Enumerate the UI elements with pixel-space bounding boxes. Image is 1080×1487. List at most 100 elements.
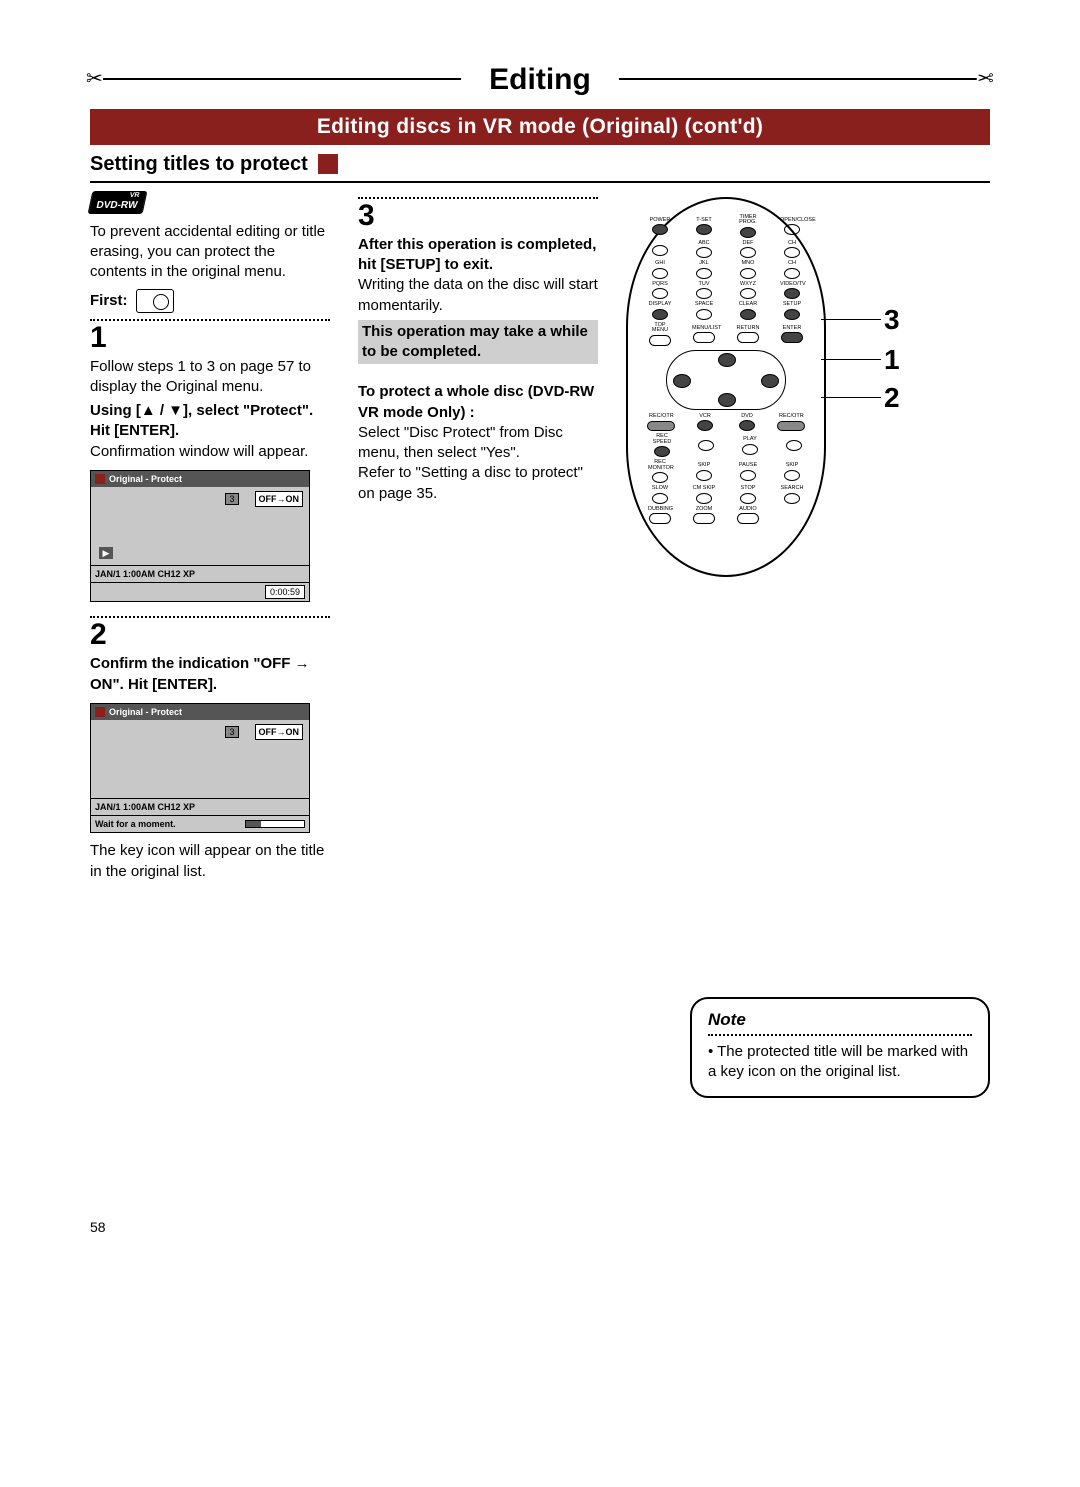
remote-button[interactable]	[740, 493, 756, 504]
step-3-bold-1: After this operation is completed, hit […	[358, 235, 598, 276]
callout-line	[821, 397, 881, 398]
osd-time-row: 0:00:59	[91, 582, 309, 601]
remote-button[interactable]	[647, 421, 675, 431]
remote-button[interactable]	[696, 309, 712, 320]
remote-button[interactable]	[784, 493, 800, 504]
btn-label: JKL	[692, 261, 716, 267]
remote-button[interactable]	[786, 440, 802, 451]
content-columns: VR DVD-RW To prevent accidental editing …	[90, 191, 990, 1098]
btn-label: SLOW	[648, 486, 672, 492]
dvd-rw-badge: VR DVD-RW	[88, 191, 148, 214]
divider-dots	[90, 319, 330, 321]
remote-button[interactable]	[740, 268, 756, 279]
osd-body: 3 OFF→ON	[91, 720, 309, 798]
btn-label: TIMER PROG.	[736, 215, 760, 226]
remote-button[interactable]	[652, 493, 668, 504]
btn-label: RETURN	[736, 326, 760, 332]
remote-button[interactable]	[740, 227, 756, 238]
btn-label: OPEN/CLOSE	[780, 218, 804, 224]
note-body: • The protected title will be marked wit…	[708, 1042, 972, 1083]
step-3-body-1: Writing the data on the disc will start …	[358, 275, 598, 316]
callout-1: 1	[884, 341, 900, 379]
btn-label: ENTER	[780, 326, 804, 332]
scissor-right-icon: ✂	[977, 66, 994, 93]
remote-button[interactable]	[784, 224, 800, 235]
divider-dots	[708, 1034, 972, 1036]
btn-label: SPACE	[692, 302, 716, 308]
btn-label: POWER	[648, 218, 672, 224]
remote-button[interactable]	[696, 247, 712, 258]
btn-label: WXYZ	[736, 282, 760, 288]
remote-button[interactable]	[784, 268, 800, 279]
btn-label: SKIP	[692, 463, 716, 469]
osd-offon: OFF→ON	[255, 491, 304, 507]
step-1-body-1: Follow steps 1 to 3 on page 57 to displa…	[90, 357, 330, 398]
remote-button[interactable]	[784, 247, 800, 258]
btn-label: DEF	[736, 241, 760, 247]
remote-button[interactable]	[696, 224, 712, 235]
remote-button[interactable]	[696, 470, 712, 481]
remote-button[interactable]	[652, 288, 668, 299]
column-2: 3 After this operation is completed, hit…	[358, 191, 598, 1098]
remote-button[interactable]	[696, 493, 712, 504]
remote-button[interactable]	[649, 513, 671, 524]
remote-button[interactable]	[652, 472, 668, 483]
remote-button[interactable]	[698, 440, 714, 451]
btn-label: PQRS	[648, 282, 672, 288]
remote-button[interactable]	[693, 332, 715, 343]
remote-button[interactable]	[740, 247, 756, 258]
remote-button[interactable]	[696, 288, 712, 299]
remote-button[interactable]	[740, 309, 756, 320]
btn-label: SETUP	[780, 302, 804, 308]
remote-button[interactable]	[649, 335, 671, 346]
remote-button[interactable]	[693, 513, 715, 524]
btn-label: DUBBING	[648, 507, 672, 513]
remote-button[interactable]	[652, 309, 668, 320]
remote-button[interactable]	[652, 245, 668, 256]
osd-offon: OFF→ON	[255, 724, 304, 740]
step-3-body-3: Refer to "Setting a disc to protect" on …	[358, 463, 598, 504]
dpad-left[interactable]	[673, 374, 691, 388]
remote-button[interactable]	[652, 224, 668, 235]
osd-title: Original - Protect	[109, 706, 182, 718]
page-title: Editing	[461, 60, 619, 101]
callout-3: 3	[884, 301, 900, 339]
remote-button[interactable]	[740, 288, 756, 299]
remote-button[interactable]	[739, 420, 755, 431]
remote-button[interactable]	[737, 332, 759, 343]
dpad-right[interactable]	[761, 374, 779, 388]
remote-button[interactable]	[781, 332, 803, 343]
dpad-down[interactable]	[718, 393, 736, 407]
btn-label: DISPLAY	[648, 302, 672, 308]
note-box: Note • The protected title will be marke…	[690, 997, 990, 1098]
btn-label: SKIP	[780, 463, 804, 469]
osd-body: 3 OFF→ON ▶	[91, 487, 309, 565]
osd-wait-row: Wait for a moment.	[91, 815, 309, 832]
first-row: First:	[90, 289, 330, 313]
dvd-badge-text: DVD-RW	[95, 199, 138, 210]
remote-button[interactable]	[784, 309, 800, 320]
remote-button[interactable]	[696, 268, 712, 279]
remote-button[interactable]	[652, 268, 668, 279]
osd-thumb-badge: 3	[225, 726, 239, 738]
remote-button[interactable]	[654, 446, 670, 457]
remote-button[interactable]	[784, 470, 800, 481]
scissor-left-icon: ✂	[86, 66, 103, 93]
btn-label: SEARCH	[780, 486, 804, 492]
note-title: Note	[708, 1009, 972, 1032]
remote-button[interactable]	[784, 288, 800, 299]
btn-label: CH	[780, 261, 804, 267]
btn-label: CLEAR	[736, 302, 760, 308]
dpad-up[interactable]	[718, 353, 736, 367]
remote-button[interactable]	[697, 420, 713, 431]
remote-button[interactable]	[777, 421, 805, 431]
remote-button[interactable]	[740, 470, 756, 481]
remote-button[interactable]	[737, 513, 759, 524]
remote-dpad	[666, 350, 786, 410]
first-label: First:	[90, 291, 128, 311]
remote-button[interactable]	[742, 444, 758, 455]
btn-label: ABC	[692, 241, 716, 247]
btn-label: ZOOM	[692, 507, 716, 513]
divider-dots	[358, 197, 598, 199]
btn-label: REC/OTR	[649, 414, 673, 420]
